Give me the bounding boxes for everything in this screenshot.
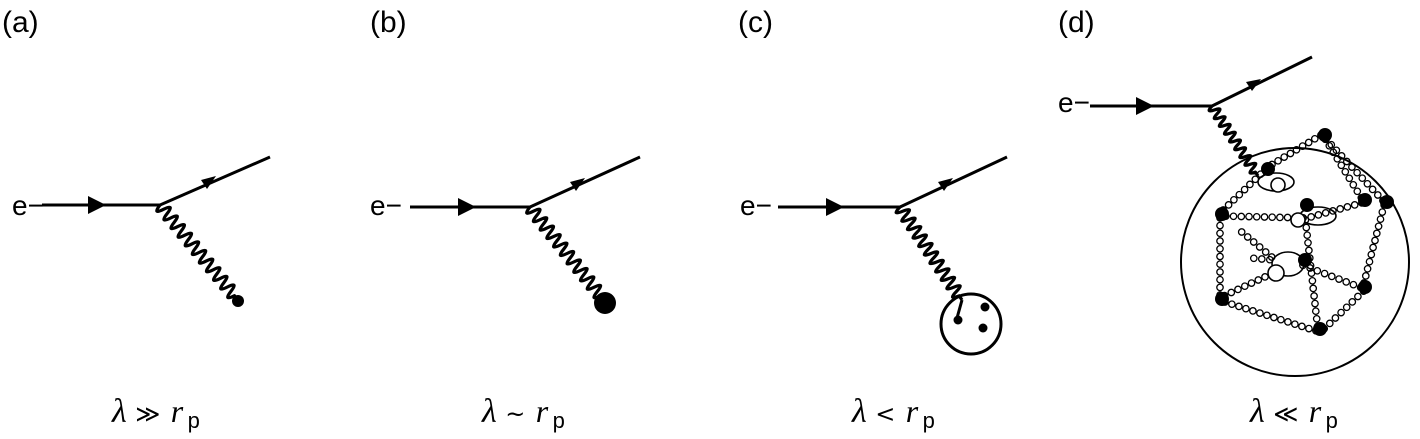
panel-b: (b) e− λ ~ r p <box>370 6 641 433</box>
quark-lower-center <box>1298 253 1312 267</box>
panel-c-caption: λ < r p <box>851 393 935 433</box>
panel-c-quark-1 <box>980 302 990 312</box>
panel-b-caption: λ ~ r p <box>481 393 565 433</box>
panel-a-outgoing-electron <box>159 155 271 207</box>
panel-d-label: (d) <box>1058 6 1095 39</box>
panel-d-electron-label: e− <box>1058 87 1090 118</box>
panel-d-quarks <box>1215 128 1394 336</box>
panel-c-label: (c) <box>738 6 773 39</box>
panel-a-photon <box>155 204 240 302</box>
panel-c-quark-3 <box>978 323 988 333</box>
panel-a-caption: λ ≫ r p <box>111 393 200 433</box>
gluon-left-upper <box>1219 165 1270 214</box>
panel-c-r: r <box>906 393 919 429</box>
panel-a: (a) e− λ ≫ r p <box>2 6 271 433</box>
panel-c: (c) e− λ < r p <box>738 6 1008 433</box>
panel-a-relation: ≫ <box>135 400 160 428</box>
panel-d-r: r <box>1309 393 1322 429</box>
quark-left <box>1215 207 1229 221</box>
panel-a-target-point <box>232 295 244 307</box>
quark-center <box>1300 198 1314 212</box>
antiquark-top <box>1270 177 1286 193</box>
panel-c-photon-tail <box>955 299 964 319</box>
gluon-center-down <box>1301 216 1322 331</box>
panel-c-r-sub: p <box>923 408 935 433</box>
quark-right-upper <box>1380 195 1394 209</box>
panel-c-incoming-arrow <box>826 198 844 216</box>
gluon-left-vertical <box>1216 214 1224 299</box>
panel-d-lambda: λ <box>1249 393 1265 430</box>
panel-b-photon <box>525 205 606 302</box>
panel-d-relation: ≪ <box>1273 400 1298 428</box>
quark-lower-left <box>1215 292 1229 306</box>
panel-d: (d) e− <box>1058 6 1410 433</box>
gluon-inner-diagonal <box>1237 228 1276 261</box>
panel-c-photon <box>894 205 964 301</box>
quark-upper-left <box>1261 162 1275 176</box>
panel-c-relation: < <box>875 400 895 428</box>
gluon-right-vertical <box>1360 201 1388 287</box>
panel-d-incoming-arrow <box>1136 97 1154 115</box>
panel-b-lambda: λ <box>481 393 497 430</box>
panel-d-caption: λ ≪ r p <box>1249 393 1338 433</box>
panel-d-outgoing-electron <box>1211 55 1313 108</box>
gluon-bottom-left <box>1221 298 1320 335</box>
panel-b-outgoing-arrow <box>570 178 585 191</box>
panel-a-outgoing-arrow <box>201 176 216 189</box>
panel-d-gluon-network <box>1216 131 1388 335</box>
panel-c-outgoing-arrow <box>938 178 953 191</box>
antiquark-bottom <box>1267 264 1285 282</box>
panel-d-photon <box>1207 104 1260 177</box>
panel-c-outgoing-electron <box>899 155 1008 209</box>
panel-a-label: (a) <box>2 6 39 39</box>
quark-inner-right <box>1358 193 1372 207</box>
gluon-lower-right <box>1299 261 1365 292</box>
gluon-bottom-right <box>1320 287 1368 333</box>
panel-b-label: (b) <box>370 6 407 39</box>
panel-a-incoming-arrow <box>88 196 106 214</box>
panel-b-relation: ~ <box>505 400 525 428</box>
gluon-lower-left-down <box>1220 269 1276 300</box>
panel-a-electron-label: e− <box>12 190 44 221</box>
panel-c-quark-2 <box>953 315 963 325</box>
panel-b-r-sub: p <box>553 408 565 433</box>
panel-a-lambda: λ <box>111 393 127 430</box>
panel-c-proton-boundary <box>939 292 1003 356</box>
panel-a-r: r <box>171 393 184 429</box>
panel-c-lambda: λ <box>851 393 867 430</box>
quark-lower-right <box>1358 280 1372 294</box>
panel-b-target-ball <box>594 292 616 314</box>
panel-b-r: r <box>536 393 549 429</box>
panel-d-proton-boundary <box>1180 147 1410 377</box>
panel-b-incoming-arrow <box>458 198 476 216</box>
quark-top <box>1318 128 1332 142</box>
panel-a-r-sub: p <box>188 408 200 433</box>
panel-d-outgoing-arrow <box>1246 79 1261 91</box>
panel-d-r-sub: p <box>1326 408 1338 433</box>
antiquark-middle <box>1290 212 1306 228</box>
panel-b-outgoing-electron <box>529 155 641 209</box>
panel-c-electron-label: e− <box>740 190 772 221</box>
quark-bottom <box>1313 322 1327 336</box>
panel-b-electron-label: e− <box>370 190 402 221</box>
